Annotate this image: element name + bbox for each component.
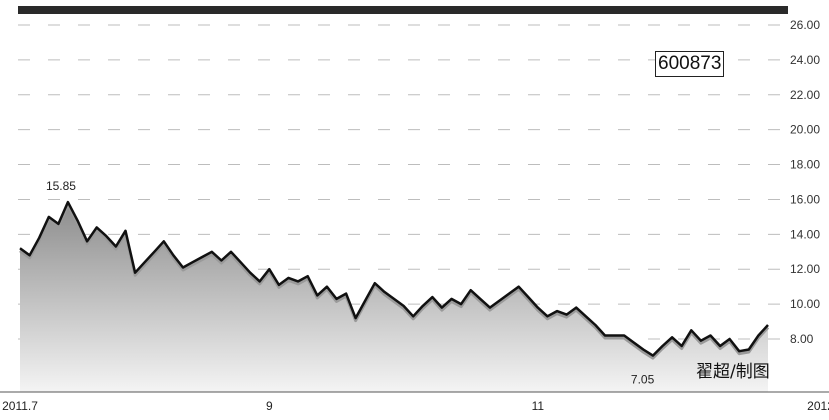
y-tick-label: 20.00 — [790, 123, 820, 137]
y-axis-ticks: 8.00 10.00 12.00 14.00 16.00 18.00 20.00 22.00 2… — [790, 18, 820, 346]
price-annotations: 15.85 7.05 — [46, 179, 655, 387]
stock-code-label: 600873 — [655, 51, 725, 77]
y-tick-label: 14.00 — [790, 227, 820, 241]
y-tick-label: 12.00 — [790, 262, 820, 276]
x-tick-label: 2011.7 — [2, 399, 38, 413]
x-tick-label: 2012.1 — [807, 399, 829, 413]
y-tick-label: 8.00 — [790, 332, 814, 346]
y-tick-label: 10.00 — [790, 297, 820, 311]
top-frame-bar — [18, 6, 788, 14]
x-axis-ticks: 2011.7 9 11 2012.1 — [2, 399, 829, 413]
price-annotation: 7.05 — [631, 373, 655, 387]
price-line-shadow — [19, 203, 770, 360]
price-line — [19, 200, 769, 357]
x-tick-label: 11 — [532, 399, 545, 413]
y-tick-label: 26.00 — [790, 18, 820, 32]
y-tick-label: 24.00 — [790, 53, 820, 67]
price-annotation: 15.85 — [46, 179, 76, 193]
x-tick-label: 9 — [266, 399, 273, 413]
y-tick-label: 16.00 — [790, 192, 820, 206]
chart-credit: 翟超/制图 — [696, 362, 770, 382]
y-tick-label: 18.00 — [790, 158, 820, 172]
y-tick-label: 22.00 — [790, 88, 820, 102]
price-area — [20, 202, 768, 392]
